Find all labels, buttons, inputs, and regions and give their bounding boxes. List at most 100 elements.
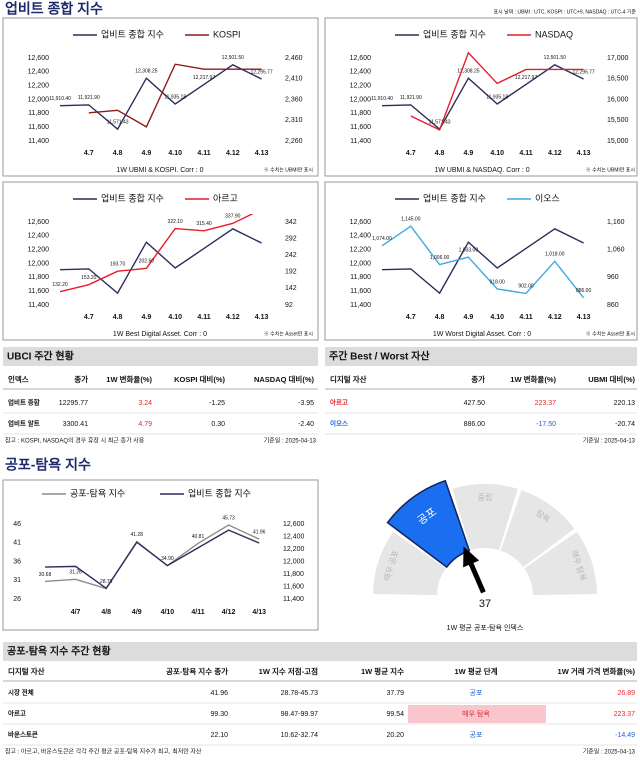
table-header-bar xyxy=(325,347,637,366)
column-header: 1W 거래 가격 변화율(%) xyxy=(558,666,636,676)
table-cell: 26.89 xyxy=(617,690,635,697)
y2-tick-label: 1,160 xyxy=(607,219,625,226)
table-cell: 427.50 xyxy=(464,400,486,407)
chart-caption: 1W UBMI & NASDAQ. Corr : 0 xyxy=(434,167,529,174)
data-label: 11,571.43 xyxy=(429,119,451,125)
column-header: 1W 지수 저점-고점 xyxy=(259,666,318,676)
data-label: 40.81 xyxy=(192,534,205,540)
table-cell: 99.30 xyxy=(210,711,228,718)
y2-tick-label: 17,000 xyxy=(607,55,629,62)
chart-note: ※ 수치는 UBMI만 표시 xyxy=(586,166,635,173)
y-tick-label: 12,200 xyxy=(28,247,50,254)
column-header: 종가 xyxy=(74,374,88,384)
y-tick-label: 12,000 xyxy=(350,260,372,267)
data-label: 11,921.90 xyxy=(400,95,422,101)
y2-tick-label: 11,600 xyxy=(283,583,304,590)
y-tick-label: 41 xyxy=(13,540,21,547)
y2-tick-label: 2,360 xyxy=(285,96,303,103)
column-header: 종가 xyxy=(471,374,485,384)
data-label: 12,295.77 xyxy=(572,69,594,75)
chart-caption: 1W Worst Digital Asset. Corr : 0 xyxy=(433,331,531,338)
y-tick-label: 11,400 xyxy=(28,138,49,145)
table-cell: 12295.77 xyxy=(59,400,88,407)
data-label: 1,033.00 xyxy=(459,247,479,253)
x-tick-label: 4.7 xyxy=(406,314,416,321)
legend-label: KOSPI xyxy=(213,29,241,39)
table-cell: 37.79 xyxy=(386,690,404,697)
legend-label: NASDAQ xyxy=(535,29,573,39)
y-tick-label: 46 xyxy=(13,521,21,528)
gauge-segment xyxy=(500,490,575,568)
row-label: 바운스토큰 xyxy=(8,730,38,739)
table-date: 기준일 : 2025-04-13 xyxy=(583,437,636,445)
y2-tick-label: 11,400 xyxy=(283,596,304,603)
table-date: 기준일 : 2025-04-13 xyxy=(264,437,317,445)
table-header-bar xyxy=(3,642,637,661)
column-header: NASDAQ 대비(%) xyxy=(254,374,315,384)
data-label: 12,217.97 xyxy=(193,75,215,81)
cell-highlight xyxy=(408,705,546,723)
date-note: 표시 날짜 : UBMI : UTC, KOSPI : UTC+9, NASDA… xyxy=(494,8,637,15)
y-tick-label: 12,200 xyxy=(28,83,50,90)
data-label: 45.73 xyxy=(222,515,235,521)
x-tick-label: 4.8 xyxy=(113,314,123,321)
data-label: 41.96 xyxy=(253,529,266,535)
y2-tick-label: 2,460 xyxy=(285,55,303,62)
y-tick-label: 11,400 xyxy=(350,138,371,145)
x-tick-label: 4/10 xyxy=(161,609,175,616)
y-tick-label: 12,200 xyxy=(350,83,372,90)
x-tick-label: 4.13 xyxy=(577,314,591,321)
y-tick-label: 12,000 xyxy=(28,96,50,103)
gauge-needle xyxy=(463,546,486,594)
series-line xyxy=(381,228,584,295)
y-tick-label: 36 xyxy=(13,558,21,565)
gauge-segment xyxy=(524,531,597,596)
y2-tick-label: 12,400 xyxy=(283,533,305,540)
column-header: 디지털 자산 xyxy=(330,374,367,384)
column-header: KOSPI 대비(%) xyxy=(174,374,225,384)
x-tick-label: 4.10 xyxy=(490,314,504,321)
table-cell: 98.47-99.97 xyxy=(281,711,318,718)
series-line xyxy=(410,51,584,131)
column-header: UBMI 대비(%) xyxy=(588,374,635,384)
data-label: 11,910.40 xyxy=(371,96,393,102)
legend-label: 이오스 xyxy=(535,193,560,203)
chart-caption: 1W Best Digital Asset. Corr : 0 xyxy=(113,331,207,338)
y-tick-label: 11,600 xyxy=(350,124,371,131)
data-label: 41.28 xyxy=(131,532,144,538)
series-line xyxy=(59,228,262,295)
y2-tick-label: 11,800 xyxy=(283,571,304,578)
series-line xyxy=(381,225,585,299)
x-tick-label: 4.7 xyxy=(406,150,416,157)
chart-note: ※ 수치는 Asset만 표시 xyxy=(586,330,635,337)
y-tick-label: 12,400 xyxy=(350,69,372,76)
legend-label: 아르고 xyxy=(213,193,238,203)
y2-tick-label: 15,000 xyxy=(607,138,629,145)
x-tick-label: 4.11 xyxy=(197,314,210,321)
column-header: 1W 평균 지수 xyxy=(361,666,404,676)
column-header: 공포-탐욕 지수 종가 xyxy=(166,666,228,676)
column-header: 인덱스 xyxy=(8,374,29,384)
row-label: 아르고 xyxy=(8,709,26,718)
data-label: 11,910.40 xyxy=(49,96,71,102)
data-label: 12,308.25 xyxy=(135,69,157,75)
x-tick-label: 4.9 xyxy=(142,150,152,157)
y2-tick-label: 16,500 xyxy=(607,76,629,83)
data-label: 11,921.90 xyxy=(78,95,100,101)
y2-tick-label: 242 xyxy=(285,252,297,259)
y-tick-label: 26 xyxy=(13,596,21,603)
table-cell: 공포 xyxy=(470,689,483,697)
y2-tick-label: 292 xyxy=(285,235,297,242)
table-cell: 223.37 xyxy=(535,400,557,407)
data-label: 12,501.50 xyxy=(544,55,566,61)
gauge-caption: 1W 평균 공포-탐욕 인덱스 xyxy=(447,623,524,632)
table-cell: 3300.41 xyxy=(63,421,88,428)
y2-tick-label: 342 xyxy=(285,219,297,226)
x-tick-label: 4.9 xyxy=(464,150,474,157)
x-tick-label: 4.12 xyxy=(548,314,562,321)
x-tick-label: 4.8 xyxy=(113,150,123,157)
table-note: 참고 : 아르고, 바운스토큰은 각각 주간 평균 공포-탐욕 지수가 최고, … xyxy=(5,748,202,756)
table-cell: -17.50 xyxy=(536,421,556,428)
row-label: 업비트 알트 xyxy=(8,419,40,428)
